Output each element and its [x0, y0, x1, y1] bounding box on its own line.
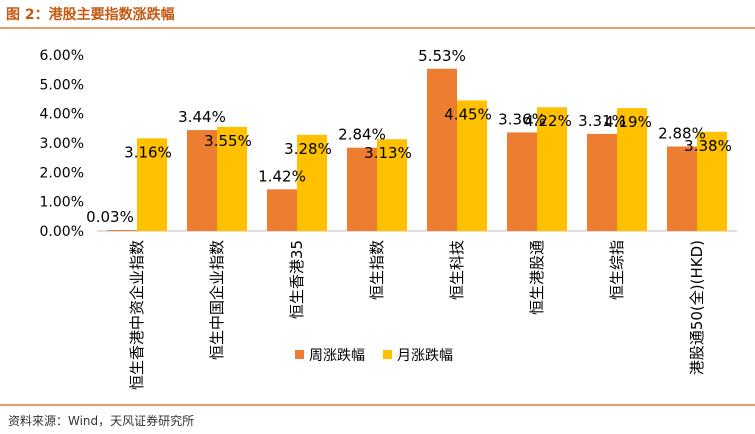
bar-monthly: [697, 131, 727, 231]
bar-weekly: [107, 230, 137, 231]
bar-weekly: [427, 68, 457, 231]
data-label-monthly: 3.28%: [284, 140, 332, 158]
y-tick-label: 3.00%: [40, 136, 84, 152]
category-label: 恒生香港中资企业指数: [128, 240, 146, 390]
data-label-monthly: 3.13%: [364, 144, 412, 162]
bar-monthly: [297, 134, 327, 231]
bar-monthly: [377, 139, 407, 231]
legend: 周涨跌幅 月涨跌幅: [295, 348, 453, 364]
y-tick-label: 6.00%: [40, 48, 84, 64]
data-label-monthly: 3.55%: [204, 132, 252, 150]
data-label-monthly: 3.38%: [684, 137, 732, 155]
category-label: 恒生香港35: [288, 240, 306, 319]
data-label-weekly: 3.44%: [178, 108, 226, 126]
category-labels-group: 恒生香港中资企业指数 恒生中国企业指数 恒生香港35 恒生指数 恒生科技 恒生港股通 恒生综…: [128, 240, 706, 390]
legend-swatch-monthly: [383, 350, 392, 359]
data-label-weekly: 5.53%: [418, 47, 466, 65]
bar-monthly: [537, 107, 567, 231]
category-label: 恒生中国企业指数: [208, 240, 226, 360]
legend-swatch-weekly: [295, 350, 304, 359]
legend-label-monthly: 月涨跌幅: [397, 348, 453, 364]
bar-weekly: [507, 132, 537, 231]
data-label-weekly: 1.42%: [258, 167, 306, 185]
data-labels-group: 0.03% 3.44% 1.42% 2.84% 5.53% 3.36% 3.31% 2.88%…: [86, 47, 732, 226]
data-label-monthly: 3.16%: [124, 143, 172, 161]
data-label-weekly: 2.88%: [658, 125, 706, 143]
y-tick-label: 1.00%: [40, 195, 84, 211]
bar-monthly: [457, 100, 487, 231]
category-label: 恒生港股通: [528, 240, 546, 315]
y-tick-label: 0.00%: [40, 224, 84, 240]
bar-monthly: [617, 108, 647, 231]
category-label: 恒生指数: [368, 240, 386, 300]
legend-label-weekly: 周涨跌幅: [309, 348, 365, 364]
y-tick-label: 5.00%: [40, 77, 84, 93]
y-axis-ticks: 0.00% 1.00% 2.00% 3.00% 4.00% 5.00% 6.00%: [40, 48, 84, 240]
bar-weekly: [267, 189, 297, 231]
data-label-weekly: 0.03%: [86, 208, 134, 226]
y-tick-label: 2.00%: [40, 165, 84, 181]
data-label-weekly: 2.84%: [338, 126, 386, 144]
bar-monthly: [137, 138, 167, 231]
bar-weekly: [347, 147, 377, 231]
figure-title: 图 2：港股主要指数涨跌幅: [6, 6, 175, 23]
bar-monthly: [217, 126, 247, 231]
bar-weekly: [667, 146, 697, 231]
category-label: 恒生综指: [608, 240, 626, 300]
data-label-monthly: 4.45%: [444, 105, 492, 123]
data-label-monthly: 4.22%: [524, 112, 572, 130]
bar-weekly: [587, 133, 617, 231]
bar-weekly: [187, 130, 217, 231]
y-tick-label: 4.00%: [40, 107, 84, 123]
category-label: 港股通50(全)(HKD): [688, 240, 706, 375]
source-note: 资料来源：Wind，天风证券研究所: [8, 413, 194, 428]
data-label-monthly: 4.19%: [604, 113, 652, 131]
category-label: 恒生科技: [448, 240, 466, 300]
data-label-weekly: 3.36%: [498, 110, 546, 128]
bars-group: [107, 68, 727, 231]
data-label-weekly: 3.31%: [578, 112, 626, 130]
